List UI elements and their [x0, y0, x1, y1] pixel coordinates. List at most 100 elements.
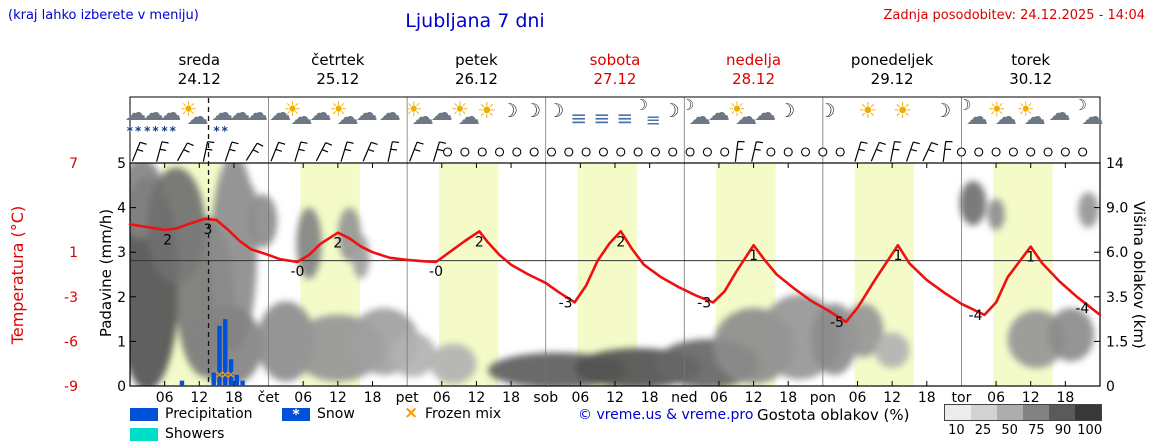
wind-calm-icon: [818, 147, 828, 157]
wind-barb-icon: [270, 141, 286, 162]
time-tick-label: 18: [1056, 390, 1074, 406]
wind-calm-icon: [668, 147, 678, 157]
wind-barb-icon: [751, 141, 764, 162]
time-tick-label: 18: [641, 390, 659, 406]
wind-calm-icon: [974, 147, 984, 157]
day-header: nedelja 28.12: [689, 51, 819, 89]
temp-value-label: 2: [333, 236, 342, 252]
cloud-density-scale-segment: [1049, 405, 1075, 420]
time-tick-label: 18: [779, 390, 797, 406]
wind-calm-icon: [702, 147, 712, 157]
temp-tick-label: -3: [64, 290, 78, 306]
precipitation-axis-title: Padavine (mm/h): [97, 208, 115, 338]
legend-snow-label: Snow: [317, 406, 355, 422]
day-header: torek 30.12: [966, 51, 1096, 89]
wind-calm-icon: [766, 147, 776, 157]
wind-barb-icon: [156, 141, 169, 162]
cloud-density-scale-bar: [944, 404, 1102, 421]
wind-barb-icon: [734, 140, 745, 162]
wind-barb-icon: [387, 141, 400, 162]
wind-calm-icon: [494, 147, 505, 157]
temp-value-label: -0: [290, 264, 304, 280]
time-tick-label: 06: [571, 390, 589, 406]
time-tick-label: 18: [225, 390, 243, 406]
scale-number: 100: [1077, 423, 1103, 438]
last-update-text: Zadnja posodobitev: 24.12.2025 - 14:04: [883, 8, 1145, 23]
day-name: torek: [1011, 51, 1051, 69]
wind-calm-icon: [783, 147, 793, 157]
wind-barb-icon: [854, 141, 868, 162]
day-header: ponedeljek 29.12: [827, 51, 957, 89]
cloud-height-axis-title: Višina oblakov (km): [1130, 201, 1148, 349]
time-tick-label: 12: [606, 390, 624, 406]
temp-value-label: 3: [203, 222, 212, 238]
wind-calm-icon: [1008, 147, 1018, 157]
cloud-tick-label: 9.0: [1106, 201, 1128, 217]
day-date: 30.12: [1009, 69, 1053, 88]
showers-swatch-icon: [130, 428, 158, 441]
temp-value-label: 2: [163, 233, 172, 249]
temperature-line: [128, 217, 1102, 324]
cloud-tick-label: 0: [1106, 379, 1115, 395]
wind-calm-icon: [685, 147, 695, 157]
legend-frozen-mix-label: Frozen mix: [425, 406, 502, 422]
wind-barb-icon: [224, 141, 239, 162]
cloud-density-legend-label: Gostota oblakov (%): [757, 406, 910, 424]
day-abbrev-label: tor: [952, 390, 972, 406]
day-name: četrtek: [311, 51, 365, 69]
temp-tick-label: -6: [64, 334, 78, 350]
wind-calm-icon: [564, 147, 574, 157]
cloud-tick-label: 1.5: [1106, 334, 1128, 350]
wind-barb-icon: [432, 141, 447, 162]
wind-calm-icon: [650, 147, 660, 157]
wind-calm-icon: [1026, 147, 1036, 157]
cloud-tick-label: 3.5: [1106, 290, 1128, 306]
wind-calm-icon: [616, 147, 626, 157]
wind-calm-icon: [720, 147, 730, 157]
time-tick-label: 06: [294, 390, 312, 406]
wind-calm-icon: [529, 147, 539, 157]
time-tick-label: 06: [710, 390, 728, 406]
copyright-link[interactable]: © vreme.us & vreme.pro: [578, 407, 754, 423]
wind-calm-icon: [1060, 147, 1070, 157]
wind-calm-icon: [581, 147, 591, 157]
day-abbrev-label: pon: [810, 390, 836, 406]
wind-calm-icon: [800, 147, 811, 157]
day-name: petek: [455, 51, 498, 69]
wind-calm-icon: [956, 147, 966, 157]
wind-barb-icon: [362, 141, 378, 162]
wind-calm-icon: [991, 147, 1001, 157]
legend-showers-label: Showers: [165, 426, 225, 442]
temp-value-label: 1: [1026, 250, 1035, 266]
snow-swatch-icon: *: [282, 408, 310, 423]
frozen-mix-x-icon: ×: [404, 403, 419, 423]
wind-barb-icon: [870, 141, 886, 162]
time-tick-label: 18: [502, 390, 520, 406]
time-tick-label: 18: [918, 390, 936, 406]
wind-calm-icon: [1043, 147, 1053, 157]
time-tick-label: 06: [433, 390, 451, 406]
day-abbrev-label: pet: [396, 390, 420, 406]
time-tick-label: 12: [883, 390, 901, 406]
precip-tick-label: 2: [117, 290, 126, 306]
wind-barb-icon: [906, 141, 920, 162]
precipitation-bar: [211, 372, 216, 386]
wind-calm-icon: [1078, 147, 1088, 157]
temp-value-label: -3: [559, 295, 573, 311]
precipitation-bar: [234, 374, 240, 386]
temp-value-label: -0: [429, 264, 443, 280]
wind-calm-icon: [835, 147, 845, 157]
day-name: sobota: [589, 51, 641, 69]
day-header: sobota 27.12: [550, 51, 680, 89]
frozen-mix-mark: ×: [221, 368, 230, 381]
day-date: 24.12: [177, 69, 221, 88]
wind-barb-icon: [942, 140, 953, 162]
precip-tick-label: 4: [117, 201, 126, 217]
temp-value-label: 1: [893, 248, 902, 264]
cloud-tick-label: 14: [1106, 156, 1124, 172]
precip-tick-label: 1: [117, 334, 126, 350]
temp-tick-label: -9: [64, 379, 78, 395]
temp-value-label: -4: [969, 308, 983, 324]
cloud-density-scale-segment: [971, 405, 997, 420]
